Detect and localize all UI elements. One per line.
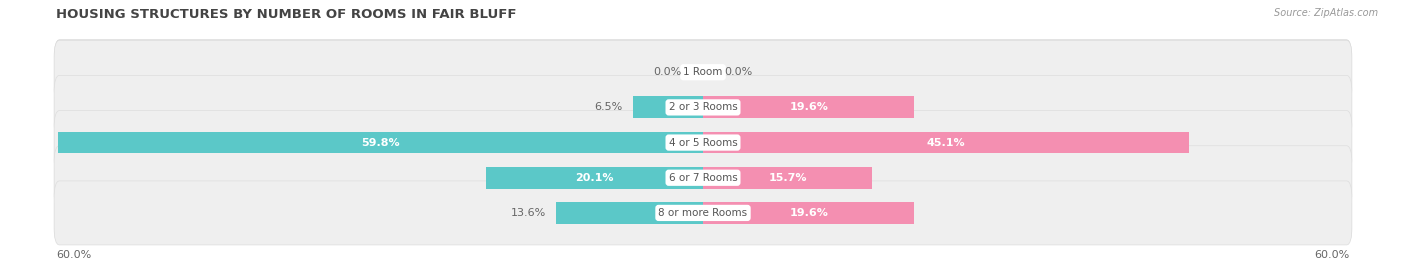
Text: 60.0%: 60.0% [56, 250, 91, 260]
Text: 15.7%: 15.7% [768, 173, 807, 183]
FancyBboxPatch shape [53, 181, 1353, 245]
Text: 19.6%: 19.6% [789, 102, 828, 112]
Text: 8 or more Rooms: 8 or more Rooms [658, 208, 748, 218]
Text: 1 Room: 1 Room [683, 67, 723, 77]
FancyBboxPatch shape [53, 111, 1353, 175]
Text: 4 or 5 Rooms: 4 or 5 Rooms [669, 137, 737, 148]
Text: 6 or 7 Rooms: 6 or 7 Rooms [669, 173, 737, 183]
Text: 60.0%: 60.0% [1315, 250, 1350, 260]
Bar [703, 97, 914, 118]
FancyBboxPatch shape [53, 180, 1353, 244]
Legend: Owner-occupied, Renter-occupied: Owner-occupied, Renter-occupied [586, 268, 820, 269]
FancyBboxPatch shape [53, 40, 1353, 104]
Text: Source: ZipAtlas.com: Source: ZipAtlas.com [1274, 8, 1378, 18]
Bar [633, 97, 703, 118]
FancyBboxPatch shape [53, 40, 1353, 104]
Text: 59.8%: 59.8% [361, 137, 401, 148]
Text: 0.0%: 0.0% [724, 67, 752, 77]
Bar [59, 132, 703, 154]
FancyBboxPatch shape [53, 110, 1353, 174]
Bar [703, 132, 1189, 154]
FancyBboxPatch shape [53, 75, 1353, 139]
Bar [486, 167, 703, 189]
Text: 0.0%: 0.0% [654, 67, 682, 77]
Text: 45.1%: 45.1% [927, 137, 966, 148]
Text: HOUSING STRUCTURES BY NUMBER OF ROOMS IN FAIR BLUFF: HOUSING STRUCTURES BY NUMBER OF ROOMS IN… [56, 8, 517, 21]
Text: 2 or 3 Rooms: 2 or 3 Rooms [669, 102, 737, 112]
Text: 20.1%: 20.1% [575, 173, 614, 183]
Bar [557, 202, 703, 224]
FancyBboxPatch shape [53, 75, 1353, 139]
Bar [703, 202, 914, 224]
Text: 13.6%: 13.6% [510, 208, 546, 218]
Bar [703, 167, 872, 189]
Text: 6.5%: 6.5% [593, 102, 623, 112]
Text: 19.6%: 19.6% [789, 208, 828, 218]
FancyBboxPatch shape [53, 145, 1353, 209]
FancyBboxPatch shape [53, 146, 1353, 210]
